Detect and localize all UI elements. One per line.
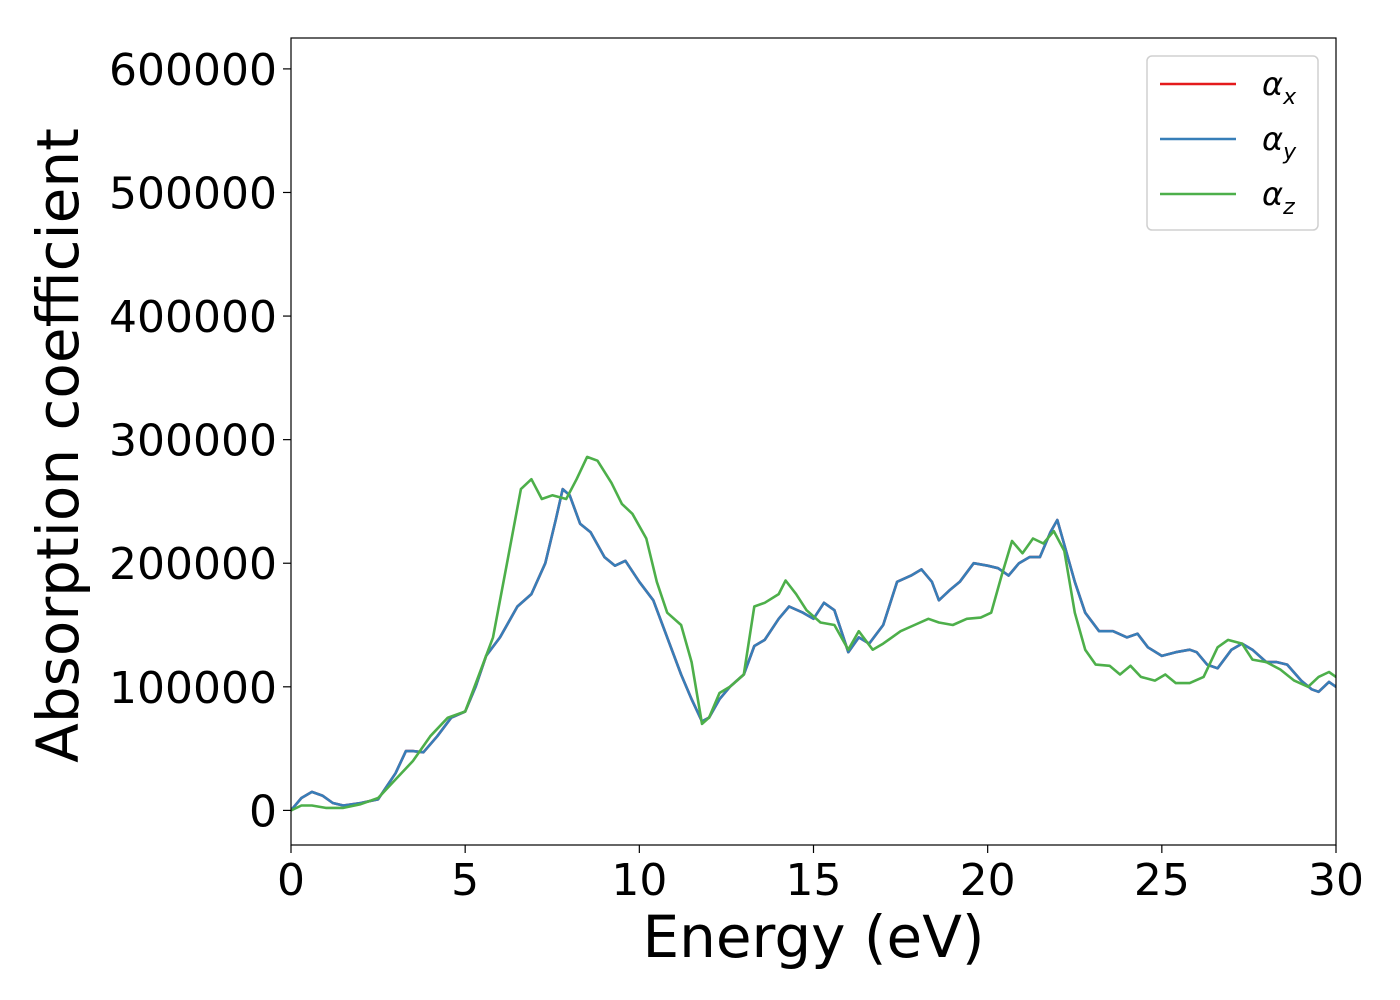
y-axis-title: Absorption coefficient <box>24 128 92 763</box>
x-tick-label: 10 <box>611 855 667 906</box>
series-line-x <box>291 487 1336 812</box>
tick-layer: 0 5 10 15 20 25 30 0 100000 200000 300000 400000 500… <box>109 45 1364 906</box>
legend-subscript: z <box>1282 195 1295 220</box>
y-tick-label: 200000 <box>109 539 277 590</box>
legend-symbol: α <box>1262 175 1283 213</box>
x-tick-label: 0 <box>277 855 305 906</box>
legend-subscript: x <box>1282 85 1297 110</box>
x-tick-label: 15 <box>786 855 842 906</box>
y-tick-label: 500000 <box>109 168 277 219</box>
legend-box <box>1146 55 1319 231</box>
legend-symbol: α <box>1262 65 1283 103</box>
x-tick-label: 30 <box>1308 855 1364 906</box>
y-tick-label: 300000 <box>109 416 277 467</box>
series-line-z <box>291 455 1336 812</box>
legend-label-x: αx <box>1262 65 1297 110</box>
x-tick-label: 25 <box>1134 855 1190 906</box>
legend-subscript: y <box>1282 140 1297 165</box>
x-tick-label: 20 <box>960 855 1016 906</box>
x-tick-label: 5 <box>451 855 479 906</box>
legend-label-y: αy <box>1262 120 1297 165</box>
x-axis-title: Energy (eV) <box>642 903 984 971</box>
y-tick-label: 400000 <box>109 292 277 343</box>
legend-symbol: α <box>1262 120 1283 158</box>
legend-label-z: αz <box>1262 175 1295 220</box>
y-tick-label: 600000 <box>109 45 277 96</box>
y-tick-label: 0 <box>249 786 277 837</box>
plot-frame <box>290 37 1337 846</box>
series-line-y <box>291 487 1336 812</box>
series-layer <box>291 455 1336 812</box>
y-tick-label: 100000 <box>109 663 277 714</box>
